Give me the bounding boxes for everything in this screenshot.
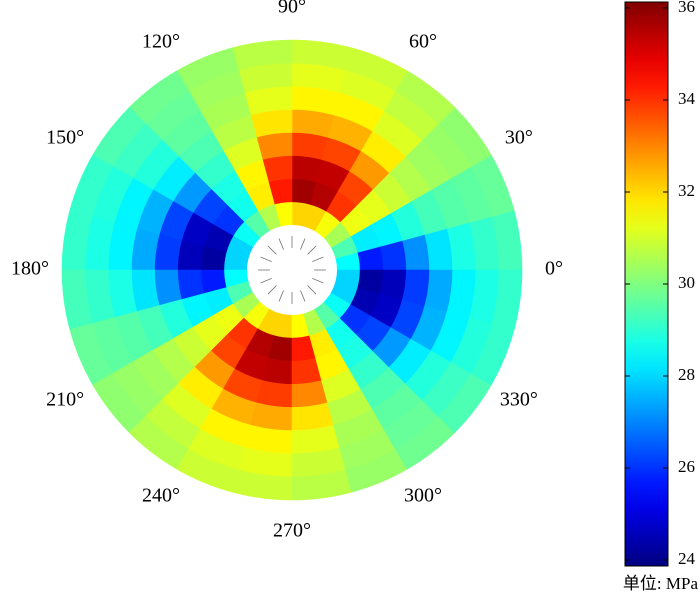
- angle-label: 30°: [505, 127, 533, 149]
- colorbar-tick-label: 28: [678, 365, 695, 384]
- angle-label: 330°: [500, 389, 538, 411]
- hole-tick: [278, 290, 284, 302]
- heat-cell: [402, 269, 430, 306]
- colorbar-label: 单位: MPa: [623, 574, 699, 593]
- heat-cell: [256, 380, 293, 408]
- heat-cell: [256, 132, 293, 160]
- colorbar: 24 26 28 30 32 34 36: [624, 0, 696, 568]
- hole-tick: [300, 290, 306, 302]
- angle-label: 300°: [404, 484, 442, 506]
- angle-label: 210°: [46, 389, 84, 411]
- hole-tick: [307, 245, 317, 255]
- heat-cell: [291, 132, 328, 160]
- angle-labels: 0° 30° 60° 90° 120° 150° 180° 210° 240° 270° 300° 3…: [11, 0, 563, 542]
- heat-cell: [291, 380, 328, 408]
- hole-tick: [267, 245, 277, 255]
- angle-label: 0°: [545, 258, 563, 280]
- hole-marks: [258, 236, 326, 304]
- angle-label: 60°: [409, 31, 437, 53]
- colorbar-tick-label: 24: [678, 549, 696, 568]
- hole-tick: [300, 238, 306, 250]
- angle-label: 270°: [273, 520, 311, 542]
- polar-field: [61, 39, 523, 501]
- heat-cell: [491, 269, 523, 330]
- angle-label: 240°: [142, 484, 180, 506]
- colorbar-tick-label: 36: [678, 0, 695, 16]
- angle-label: 150°: [46, 127, 84, 149]
- hole: [247, 225, 337, 315]
- hole-tick: [312, 256, 324, 262]
- colorbar-tick-label: 30: [678, 273, 695, 292]
- heat-cell: [154, 234, 182, 271]
- hole-tick: [312, 278, 324, 284]
- hole-tick: [267, 285, 277, 295]
- colorbar-scale: [624, 1, 669, 567]
- angle-label: 120°: [142, 31, 180, 53]
- hole-tick: [307, 285, 317, 295]
- angle-label: 180°: [11, 258, 49, 280]
- angle-label: 90°: [278, 0, 306, 18]
- heat-cell: [154, 269, 182, 306]
- hole-tick: [260, 256, 272, 262]
- colorbar-tick-label: 34: [678, 89, 696, 108]
- colorbar-tick-label: 26: [678, 457, 695, 476]
- colorbar-tick-label: 32: [678, 181, 695, 200]
- hole-tick: [260, 278, 272, 284]
- hole-tick: [278, 238, 284, 250]
- heat-cell: [402, 234, 430, 271]
